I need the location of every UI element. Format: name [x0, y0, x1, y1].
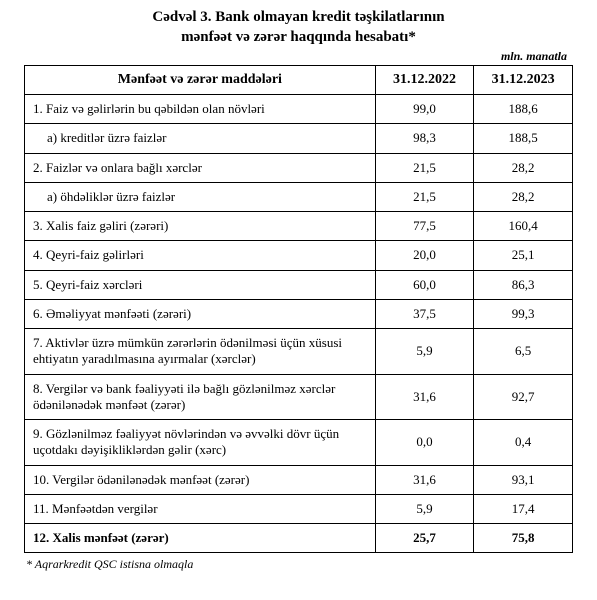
table-row: 3. Xalis faiz gəliri (zərəri)77,5160,4 [25, 212, 573, 241]
row-value-2022: 25,7 [375, 524, 474, 553]
row-label: a) kreditlər üzrə faizlər [25, 124, 376, 153]
table-row: 4. Qeyri-faiz gəlirləri20,025,1 [25, 241, 573, 270]
table-row: 9. Gözlənilməz fəaliyyət növlərindən və … [25, 420, 573, 466]
row-value-2023: 99,3 [474, 299, 573, 328]
row-value-2023: 28,2 [474, 182, 573, 211]
row-value-2022: 5,9 [375, 329, 474, 375]
table-header-row: Mənfəət və zərər maddələri 31.12.2022 31… [25, 66, 573, 95]
title-line-1: Cədvəl 3. Bank olmayan kredit təşkilatla… [24, 8, 573, 28]
table-row: 12. Xalis mənfəət (zərər)25,775,8 [25, 524, 573, 553]
table-row: a) öhdəliklər üzrə faizlər21,528,2 [25, 182, 573, 211]
row-label: 2. Faizlər və onlara bağlı xərclər [25, 153, 376, 182]
table-row: 11. Mənfəətdən vergilər5,917,4 [25, 494, 573, 523]
row-value-2022: 0,0 [375, 420, 474, 466]
row-label: 7. Aktivlər üzrə mümkün zərərlərin ödəni… [25, 329, 376, 375]
row-label: 11. Mənfəətdən vergilər [25, 494, 376, 523]
header-col2: 31.12.2023 [474, 66, 573, 95]
header-col1: 31.12.2022 [375, 66, 474, 95]
row-value-2023: 6,5 [474, 329, 573, 375]
row-label: 10. Vergilər ödənilənədək mənfəət (zərər… [25, 465, 376, 494]
table-row: 2. Faizlər və onlara bağlı xərclər21,528… [25, 153, 573, 182]
header-label: Mənfəət və zərər maddələri [25, 66, 376, 95]
row-value-2023: 0,4 [474, 420, 573, 466]
table-row: 10. Vergilər ödənilənədək mənfəət (zərər… [25, 465, 573, 494]
row-label: 9. Gözlənilməz fəaliyyət növlərindən və … [25, 420, 376, 466]
row-value-2023: 92,7 [474, 374, 573, 420]
row-value-2022: 37,5 [375, 299, 474, 328]
row-value-2022: 20,0 [375, 241, 474, 270]
row-value-2022: 5,9 [375, 494, 474, 523]
row-value-2022: 31,6 [375, 374, 474, 420]
row-label: a) öhdəliklər üzrə faizlər [25, 182, 376, 211]
table-row: 8. Vergilər və bank fəaliyyəti ilə bağlı… [25, 374, 573, 420]
row-value-2022: 31,6 [375, 465, 474, 494]
row-value-2023: 93,1 [474, 465, 573, 494]
row-value-2022: 77,5 [375, 212, 474, 241]
table-row: 6. Əməliyyat mənfəəti (zərəri)37,599,3 [25, 299, 573, 328]
row-value-2022: 98,3 [375, 124, 474, 153]
table-title: Cədvəl 3. Bank olmayan kredit təşkilatla… [24, 8, 573, 47]
row-value-2023: 188,6 [474, 95, 573, 124]
table-row: 1. Faiz və gəlirlərin bu qəbildən olan n… [25, 95, 573, 124]
table-row: 5. Qeyri-faiz xərcləri60,086,3 [25, 270, 573, 299]
row-value-2022: 21,5 [375, 153, 474, 182]
financial-table: Mənfəət və zərər maddələri 31.12.2022 31… [24, 65, 573, 553]
table-row: a) kreditlər üzrə faizlər98,3188,5 [25, 124, 573, 153]
row-label: 8. Vergilər və bank fəaliyyəti ilə bağlı… [25, 374, 376, 420]
row-value-2023: 188,5 [474, 124, 573, 153]
row-value-2022: 99,0 [375, 95, 474, 124]
row-label: 4. Qeyri-faiz gəlirləri [25, 241, 376, 270]
footnote: * Aqrarkredit QSC istisna olmaqla [24, 557, 573, 572]
row-label: 3. Xalis faiz gəliri (zərəri) [25, 212, 376, 241]
row-label: 6. Əməliyyat mənfəəti (zərəri) [25, 299, 376, 328]
row-value-2022: 60,0 [375, 270, 474, 299]
row-value-2023: 17,4 [474, 494, 573, 523]
row-value-2023: 75,8 [474, 524, 573, 553]
row-value-2023: 25,1 [474, 241, 573, 270]
table-row: 7. Aktivlər üzrə mümkün zərərlərin ödəni… [25, 329, 573, 375]
row-value-2022: 21,5 [375, 182, 474, 211]
page-container: Cədvəl 3. Bank olmayan kredit təşkilatla… [0, 0, 597, 582]
table-body: 1. Faiz və gəlirlərin bu qəbildən olan n… [25, 95, 573, 553]
row-label: 1. Faiz və gəlirlərin bu qəbildən olan n… [25, 95, 376, 124]
row-value-2023: 160,4 [474, 212, 573, 241]
row-value-2023: 86,3 [474, 270, 573, 299]
unit-label: mln. manatla [24, 49, 573, 64]
title-line-2: mənfəət və zərər haqqında hesabatı* [24, 28, 573, 48]
row-value-2023: 28,2 [474, 153, 573, 182]
row-label: 5. Qeyri-faiz xərcləri [25, 270, 376, 299]
row-label: 12. Xalis mənfəət (zərər) [25, 524, 376, 553]
